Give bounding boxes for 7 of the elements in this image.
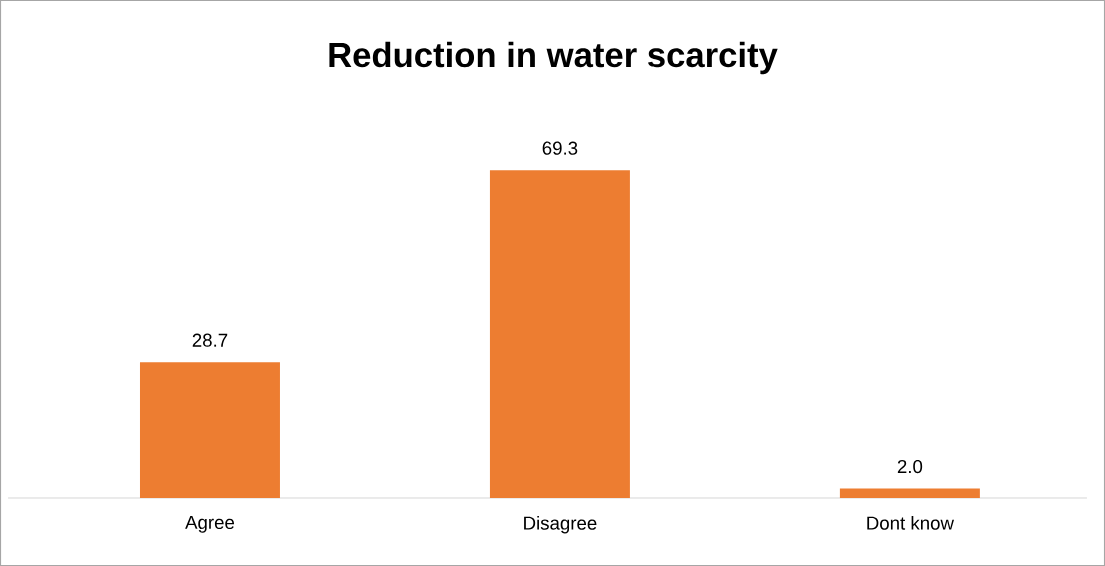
data-label: 69.3	[542, 141, 578, 155]
data-label: 28.7	[192, 333, 228, 347]
x-tick-label: Disagree	[524, 516, 597, 534]
chart-title: Reduction in water scarcity	[329, 41, 778, 75]
x-tick-label: Agree	[185, 516, 235, 533]
x-tick-label: Dont know	[867, 516, 955, 530]
data-label: 2.0	[897, 459, 923, 474]
